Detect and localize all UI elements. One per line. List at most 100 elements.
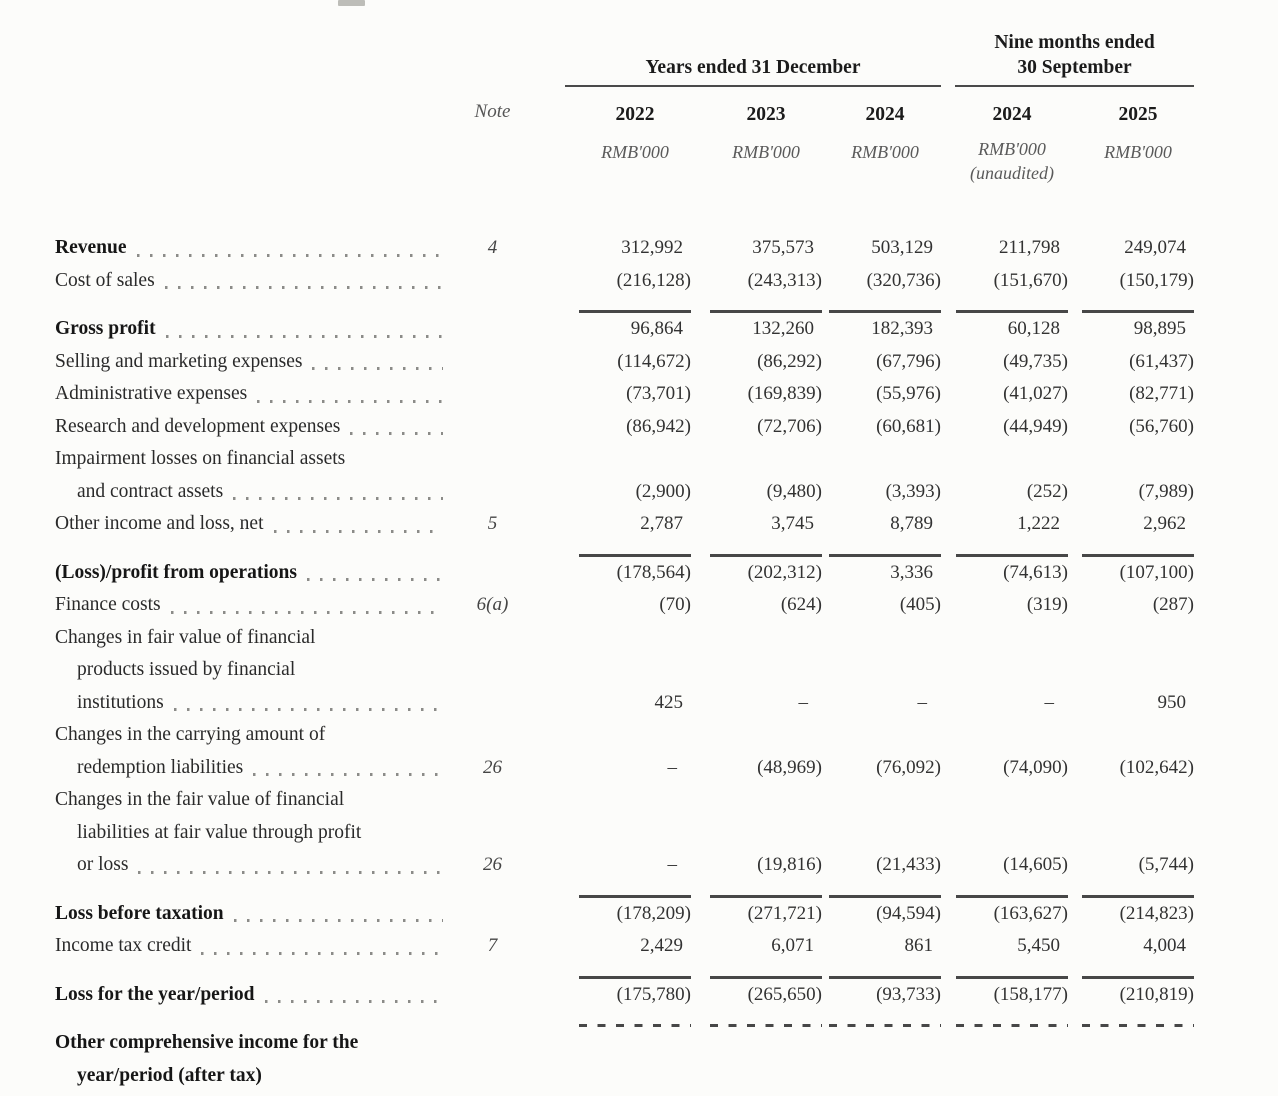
total-rule [829,894,941,898]
amount-cell: (5,744) [1068,849,1194,882]
total-rule [956,553,1068,557]
dot-leader [136,253,443,257]
amount-cell: (74,090) [941,752,1068,785]
amount-value: (2,900) [635,480,691,502]
double-dashed-total-rule [829,1024,941,1027]
amount-cell: (19,816) [691,849,822,882]
amount-value: (74,090) [1003,756,1068,778]
amount-value: 182,393 [871,318,933,339]
amount-value: (202,312) [747,561,822,583]
group-title-line2: 30 September [1017,57,1132,78]
row-label: Cost of sales [55,265,445,298]
amount-value: (86,292) [757,350,822,372]
amount-cell: (624) [691,589,822,622]
amount-value: (73,701) [626,383,691,404]
amount-value: 375,573 [752,237,814,258]
row-label: Changes in the carrying amount of redempt… [55,719,445,784]
total-rule [956,310,1068,313]
group-rule [955,85,1194,87]
dot-leader [257,399,443,403]
amount-cell: (252) [941,476,1068,509]
row-label-text: redemption liabilities [77,756,244,778]
row-label-text: Research and development expenses [55,415,341,437]
header-year-row: Note 2022 2023 2024 2024 2025 [55,99,1194,132]
amount-cell: 211,798 [941,232,1068,265]
amount-cell: (319) [941,589,1068,622]
amount-cell: 375,573 [691,232,822,265]
row-label-text: Revenue [55,237,127,258]
amount-cell: 249,074 [1068,232,1194,265]
row-label: Revenue [55,232,445,265]
amount-value: 8,789 [890,513,933,534]
total-rule [710,894,822,898]
table-row: Other comprehensive income for the year/p… [55,1027,1194,1092]
amount-cell: (287) [1068,589,1194,622]
amount-cell: 2,962 [1068,508,1194,541]
row-label: Income tax credit [55,930,445,963]
amount-cell: (271,721) [691,898,822,931]
row-label: Changes in the fair value of financial li… [55,784,445,882]
note-cell: 26 [445,752,540,785]
double-dashed-total-rule [579,1024,691,1027]
amount-cell: (107,100) [1068,557,1194,590]
total-rule [1082,310,1194,313]
note-reference: 4 [487,237,498,258]
column-group-nine-months: Nine months ended 30 September [941,30,1194,87]
amount-value: 3,745 [771,513,814,534]
amount-value: (56,760) [1129,415,1194,437]
amount-cell: (49,735) [941,346,1068,379]
amount-value: (150,179) [1119,269,1194,291]
row-label-text: institutions [77,691,164,713]
amount-value: 249,074 [1124,237,1186,258]
group-rule [565,85,941,87]
amount-value: – [667,854,678,875]
amount-cell: 2,429 [540,930,691,963]
total-rule [579,553,691,557]
amount-cell: – [822,687,941,720]
amount-value: 132,260 [752,318,814,339]
amount-value: (151,670) [993,269,1068,291]
table-row: Loss for the year/period (175,780) (265,65… [55,979,1194,1012]
table-row: Changes in the carrying amount of redempt… [55,719,1194,784]
amount-value: (5,744) [1138,854,1194,875]
amount-value: (271,721) [747,902,822,924]
table-row: Research and development expenses (86,942… [55,411,1194,444]
amount-cell: – [540,752,691,785]
table-row: Loss before taxation (178,209) (271,721) (9… [55,898,1194,931]
unit-label: RMB'000 [978,138,1046,159]
amount-cell: (74,613) [941,557,1068,590]
note-reference: 6(a) [476,594,509,615]
amount-value: (19,816) [757,854,822,875]
amount-cell: (151,670) [941,265,1068,298]
unit-label: RMB'000 [851,141,919,162]
note-reference: 26 [483,854,502,875]
amount-value: – [917,691,928,713]
total-rule [829,975,941,979]
amount-value: 98,895 [1133,318,1186,339]
total-rule [829,310,941,313]
row-label-text: Finance costs [55,594,161,615]
amount-cell: (178,564) [540,557,691,590]
dot-leader [173,708,443,711]
amount-cell: 6,071 [691,930,822,963]
row-label-text: Loss for the year/period [55,983,255,1005]
amount-cell: (150,179) [1068,265,1194,298]
amount-cell: (44,949) [941,411,1068,444]
dot-leader [264,1000,443,1003]
amount-value: (94,594) [876,902,941,924]
dot-leader [233,919,443,922]
year-header-2023: 2023 [746,104,786,125]
amount-cell: 1,222 [941,508,1068,541]
note-cell: 26 [445,849,540,882]
table-row: Finance costs 6(a) (70) (624) (405) (319) (287… [55,589,1194,622]
amount-value: (21,433) [876,854,941,875]
amount-value: (243,313) [747,269,822,291]
amount-cell: 3,336 [822,557,941,590]
table-row: Selling and marketing expenses (114,672) (… [55,346,1194,379]
amount-cell: (169,839) [691,378,822,411]
amount-value: 211,798 [998,237,1060,258]
scan-artifact [338,0,365,6]
amount-cell: (76,092) [822,752,941,785]
double-dashed-total-rule [956,1024,1068,1027]
amount-value: (320,736) [866,269,941,291]
